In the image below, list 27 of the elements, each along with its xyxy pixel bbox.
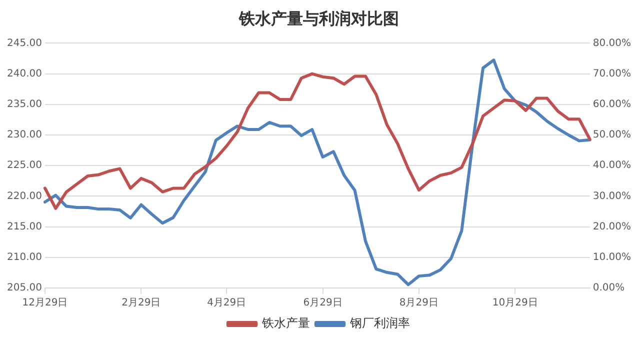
y-tick-label: 235.00 <box>6 98 42 110</box>
y2-tick-label: 40.00% <box>592 160 632 172</box>
x-tick-label: 4月29日 <box>207 298 246 309</box>
y-tick-label: 245.00 <box>6 38 42 49</box>
legend-label: 铁水产量 <box>261 316 310 330</box>
x-tick-label: 6月29日 <box>303 298 342 309</box>
y-tick-label: 210.00 <box>6 252 42 263</box>
y2-tick-label: 50.00% <box>592 130 632 141</box>
y-tick-label: 230.00 <box>6 130 42 141</box>
y2-tick-label: 20.00% <box>592 221 632 232</box>
y2-tick-label: 80.00% <box>592 38 632 49</box>
y2-tick-label: 30.00% <box>592 190 632 202</box>
x-tick-label: 12月29日 <box>22 298 68 309</box>
x-tick-label: 10月29日 <box>492 298 538 309</box>
y2-tick-label: 0.00% <box>592 282 625 294</box>
y-tick-label: 225.00 <box>6 160 42 172</box>
x-tick-label: 2月29日 <box>122 298 161 309</box>
y-tick-label: 205.00 <box>6 282 42 294</box>
y2-tick-label: 10.00% <box>592 252 632 263</box>
x-tick-label: 8月29日 <box>399 298 438 309</box>
y-tick-label: 240.00 <box>6 68 42 80</box>
y2-tick-label: 60.00% <box>592 98 632 110</box>
legend-label: 钢厂利润率 <box>349 316 410 330</box>
y-tick-label: 220.00 <box>6 190 42 202</box>
chart-title: 铁水产量与利润对比图 <box>238 8 399 28</box>
y2-tick-label: 70.00% <box>592 68 632 80</box>
y-tick-label: 215.00 <box>6 221 42 232</box>
